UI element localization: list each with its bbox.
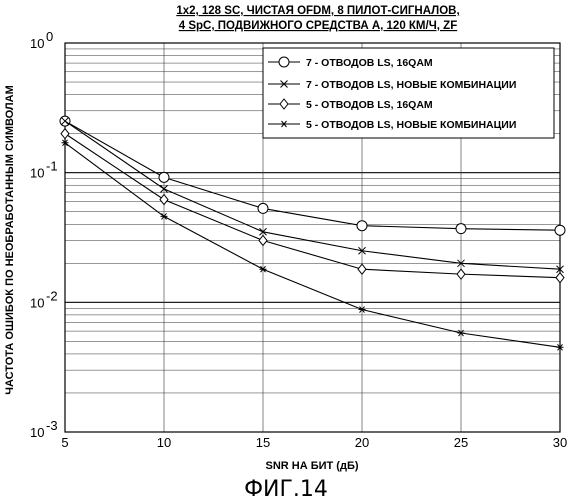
y-tick-exponent: -3 — [46, 418, 58, 433]
chart-title-line-1: 1x2, 128 SC, ЧИСТАЯ OFDM, 8 ПИЛОТ-СИГНАЛ… — [176, 5, 459, 17]
y-axis-ticks: 10010-110-210-3 — [30, 29, 58, 440]
series-line — [65, 121, 560, 269]
legend-label: 7 - ОТВОДОВ LS, 16QAM — [306, 57, 433, 69]
circle-marker — [258, 203, 268, 213]
data-point-circle — [279, 57, 289, 67]
y-axis-label: ЧАСТОТА ОШИБОК ПО НЕОБРАБОТАННЫМ СИМВОЛА… — [4, 85, 16, 395]
data-point-circle — [357, 221, 367, 231]
legend-item: 5 - ОТВОДОВ LS, НОВЫЕ КОМБИНАЦИИ — [268, 119, 516, 131]
data-point-circle — [159, 172, 169, 182]
figure-caption: ФИГ.14 — [244, 477, 328, 500]
circle-marker — [456, 224, 466, 234]
data-point-circle — [258, 203, 268, 213]
chart-title-line-2: 4 SpC, ПОДВИЖНОГО СРЕДСТВА А, 120 КМ/Ч, … — [179, 20, 457, 32]
y-tick-label: 10-2 — [30, 288, 58, 310]
y-tick-base: 10 — [30, 36, 44, 51]
series-3 — [61, 129, 564, 283]
circle-marker — [555, 225, 565, 235]
series-2 — [62, 118, 564, 273]
y-tick-base: 10 — [30, 425, 44, 440]
legend-label: 5 - ОТВОДОВ LS, 16QAM — [306, 99, 433, 111]
x-tick-label: 5 — [61, 435, 68, 450]
x-tick-label: 25 — [454, 435, 468, 450]
legend-label: 5 - ОТВОДОВ LS, НОВЫЕ КОМБИНАЦИИ — [306, 119, 516, 131]
data-point-diamond — [358, 264, 366, 274]
data-point-diamond — [259, 235, 267, 245]
x-tick-label: 20 — [355, 435, 369, 450]
diamond-marker — [160, 195, 168, 205]
diamond-marker — [556, 273, 564, 283]
circle-marker — [159, 172, 169, 182]
data-point-diamond — [556, 273, 564, 283]
legend-item: 7 - ОТВОДОВ LS, НОВЫЕ КОМБИНАЦИИ — [268, 79, 516, 91]
x-tick-label: 15 — [256, 435, 270, 450]
series-line — [65, 143, 560, 348]
legend-label: 7 - ОТВОДОВ LS, НОВЫЕ КОМБИНАЦИИ — [306, 79, 516, 91]
x-tick-label: 30 — [553, 435, 567, 450]
legend: 7 - ОТВОДОВ LS, 16QAM 7 - ОТВОДОВ LS, НОВ… — [263, 48, 554, 138]
diamond-marker — [358, 264, 366, 274]
data-point-diamond — [160, 195, 168, 205]
x-axis-label: SNR НА БИТ (дБ) — [265, 460, 358, 472]
y-tick-base: 10 — [30, 166, 44, 181]
data-point-circle — [555, 225, 565, 235]
y-tick-label: 10-1 — [30, 159, 58, 181]
y-tick-exponent: -1 — [46, 159, 58, 174]
x-tick-label: 10 — [157, 435, 171, 450]
diamond-marker — [61, 129, 69, 139]
y-tick-exponent: -2 — [46, 288, 58, 303]
y-tick-label: 10-3 — [30, 418, 58, 440]
circle-marker — [357, 221, 367, 231]
diamond-marker — [457, 269, 465, 279]
y-tick-exponent: 0 — [46, 29, 53, 44]
diamond-marker — [259, 235, 267, 245]
data-point-circle — [456, 224, 466, 234]
y-tick-base: 10 — [30, 295, 44, 310]
x-axis-ticks: 5 10 15 20 25 30 — [61, 435, 567, 450]
y-tick-label: 100 — [30, 29, 53, 51]
series-4 — [62, 140, 564, 351]
plot-series — [60, 116, 565, 350]
series-line — [65, 134, 560, 278]
data-point-diamond — [61, 129, 69, 139]
circle-marker — [279, 57, 289, 67]
data-point-diamond — [457, 269, 465, 279]
